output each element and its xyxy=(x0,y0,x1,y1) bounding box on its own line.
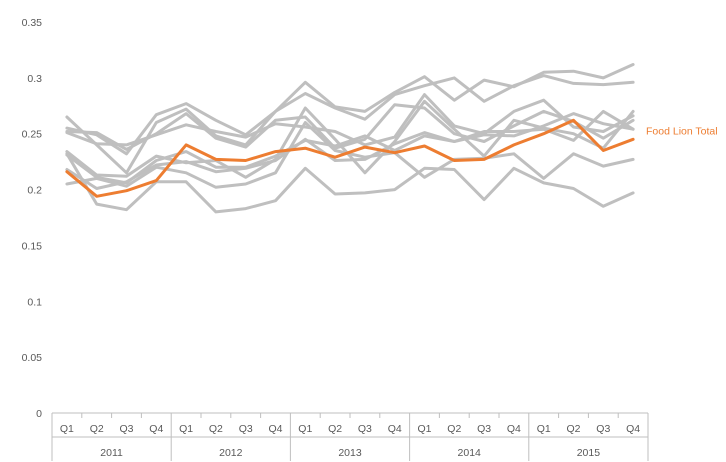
x-tick-label: Q1 xyxy=(60,423,74,435)
x-tick-label: Q2 xyxy=(209,423,223,435)
x-year-label: 2012 xyxy=(219,447,243,459)
y-tick-label: 0.2 xyxy=(27,185,42,197)
x-tick-label: Q4 xyxy=(388,423,402,435)
x-tick-label: Q4 xyxy=(507,423,521,435)
series-label: Food Lion Total xyxy=(646,125,718,137)
x-tick-label: Q4 xyxy=(268,423,282,435)
x-tick-label: Q3 xyxy=(239,423,253,435)
y-tick-label: 0.15 xyxy=(22,240,43,252)
series-line xyxy=(65,93,635,147)
x-tick-label: Q2 xyxy=(566,423,580,435)
x-tick-label: Q4 xyxy=(149,423,163,435)
series-line xyxy=(65,112,635,190)
x-tick-label: Q1 xyxy=(417,423,431,435)
y-tick-label: 0.3 xyxy=(27,73,42,85)
x-tick-label: Q3 xyxy=(596,423,610,435)
x-axis: Q1 Q2 Q3 Q4 Q1 Q2 Q3 Q4 Q1 Q2 Q3 Q4 Q1 Q2 Q3 Q4 Q1 Q2 Q3 Q4… xyxy=(51,412,649,461)
series-labels: Food Lion Total xyxy=(646,125,718,137)
x-year-label: 2014 xyxy=(458,447,482,459)
series-group-highlight xyxy=(65,118,635,198)
x-tick-label: Q3 xyxy=(477,423,491,435)
series-line xyxy=(65,152,635,214)
series-line xyxy=(65,103,635,151)
series-line xyxy=(65,109,635,185)
series-line xyxy=(65,74,635,156)
x-year-label: 2013 xyxy=(338,447,362,459)
y-tick-label: 0.05 xyxy=(22,352,43,364)
y-axis: 0 0.05 0.1 0.15 0.2 0.25 0.3 0.35 xyxy=(22,17,43,420)
series-group-other xyxy=(65,63,635,214)
x-tick-label: Q1 xyxy=(298,423,312,435)
series-line xyxy=(65,121,635,189)
y-tick-label: 0.1 xyxy=(27,296,42,308)
x-tick-label: Q4 xyxy=(626,423,640,435)
x-year-label: 2011 xyxy=(100,447,123,459)
series-line xyxy=(65,63,635,175)
x-tick-label: Q3 xyxy=(358,423,372,435)
x-tick-label: Q1 xyxy=(537,423,551,435)
y-tick-label: 0.25 xyxy=(22,129,43,141)
x-tick-label: Q1 xyxy=(179,423,193,435)
y-tick-label: 0.35 xyxy=(22,17,43,29)
x-tick-label: Q2 xyxy=(90,423,104,435)
series-line-food-lion-total xyxy=(65,118,635,198)
y-tick-label: 0 xyxy=(36,408,42,420)
x-year-label: 2015 xyxy=(577,447,601,459)
x-tick-label: Q3 xyxy=(119,423,133,435)
x-tick-label: Q2 xyxy=(447,423,461,435)
x-tick-label: Q2 xyxy=(328,423,342,435)
